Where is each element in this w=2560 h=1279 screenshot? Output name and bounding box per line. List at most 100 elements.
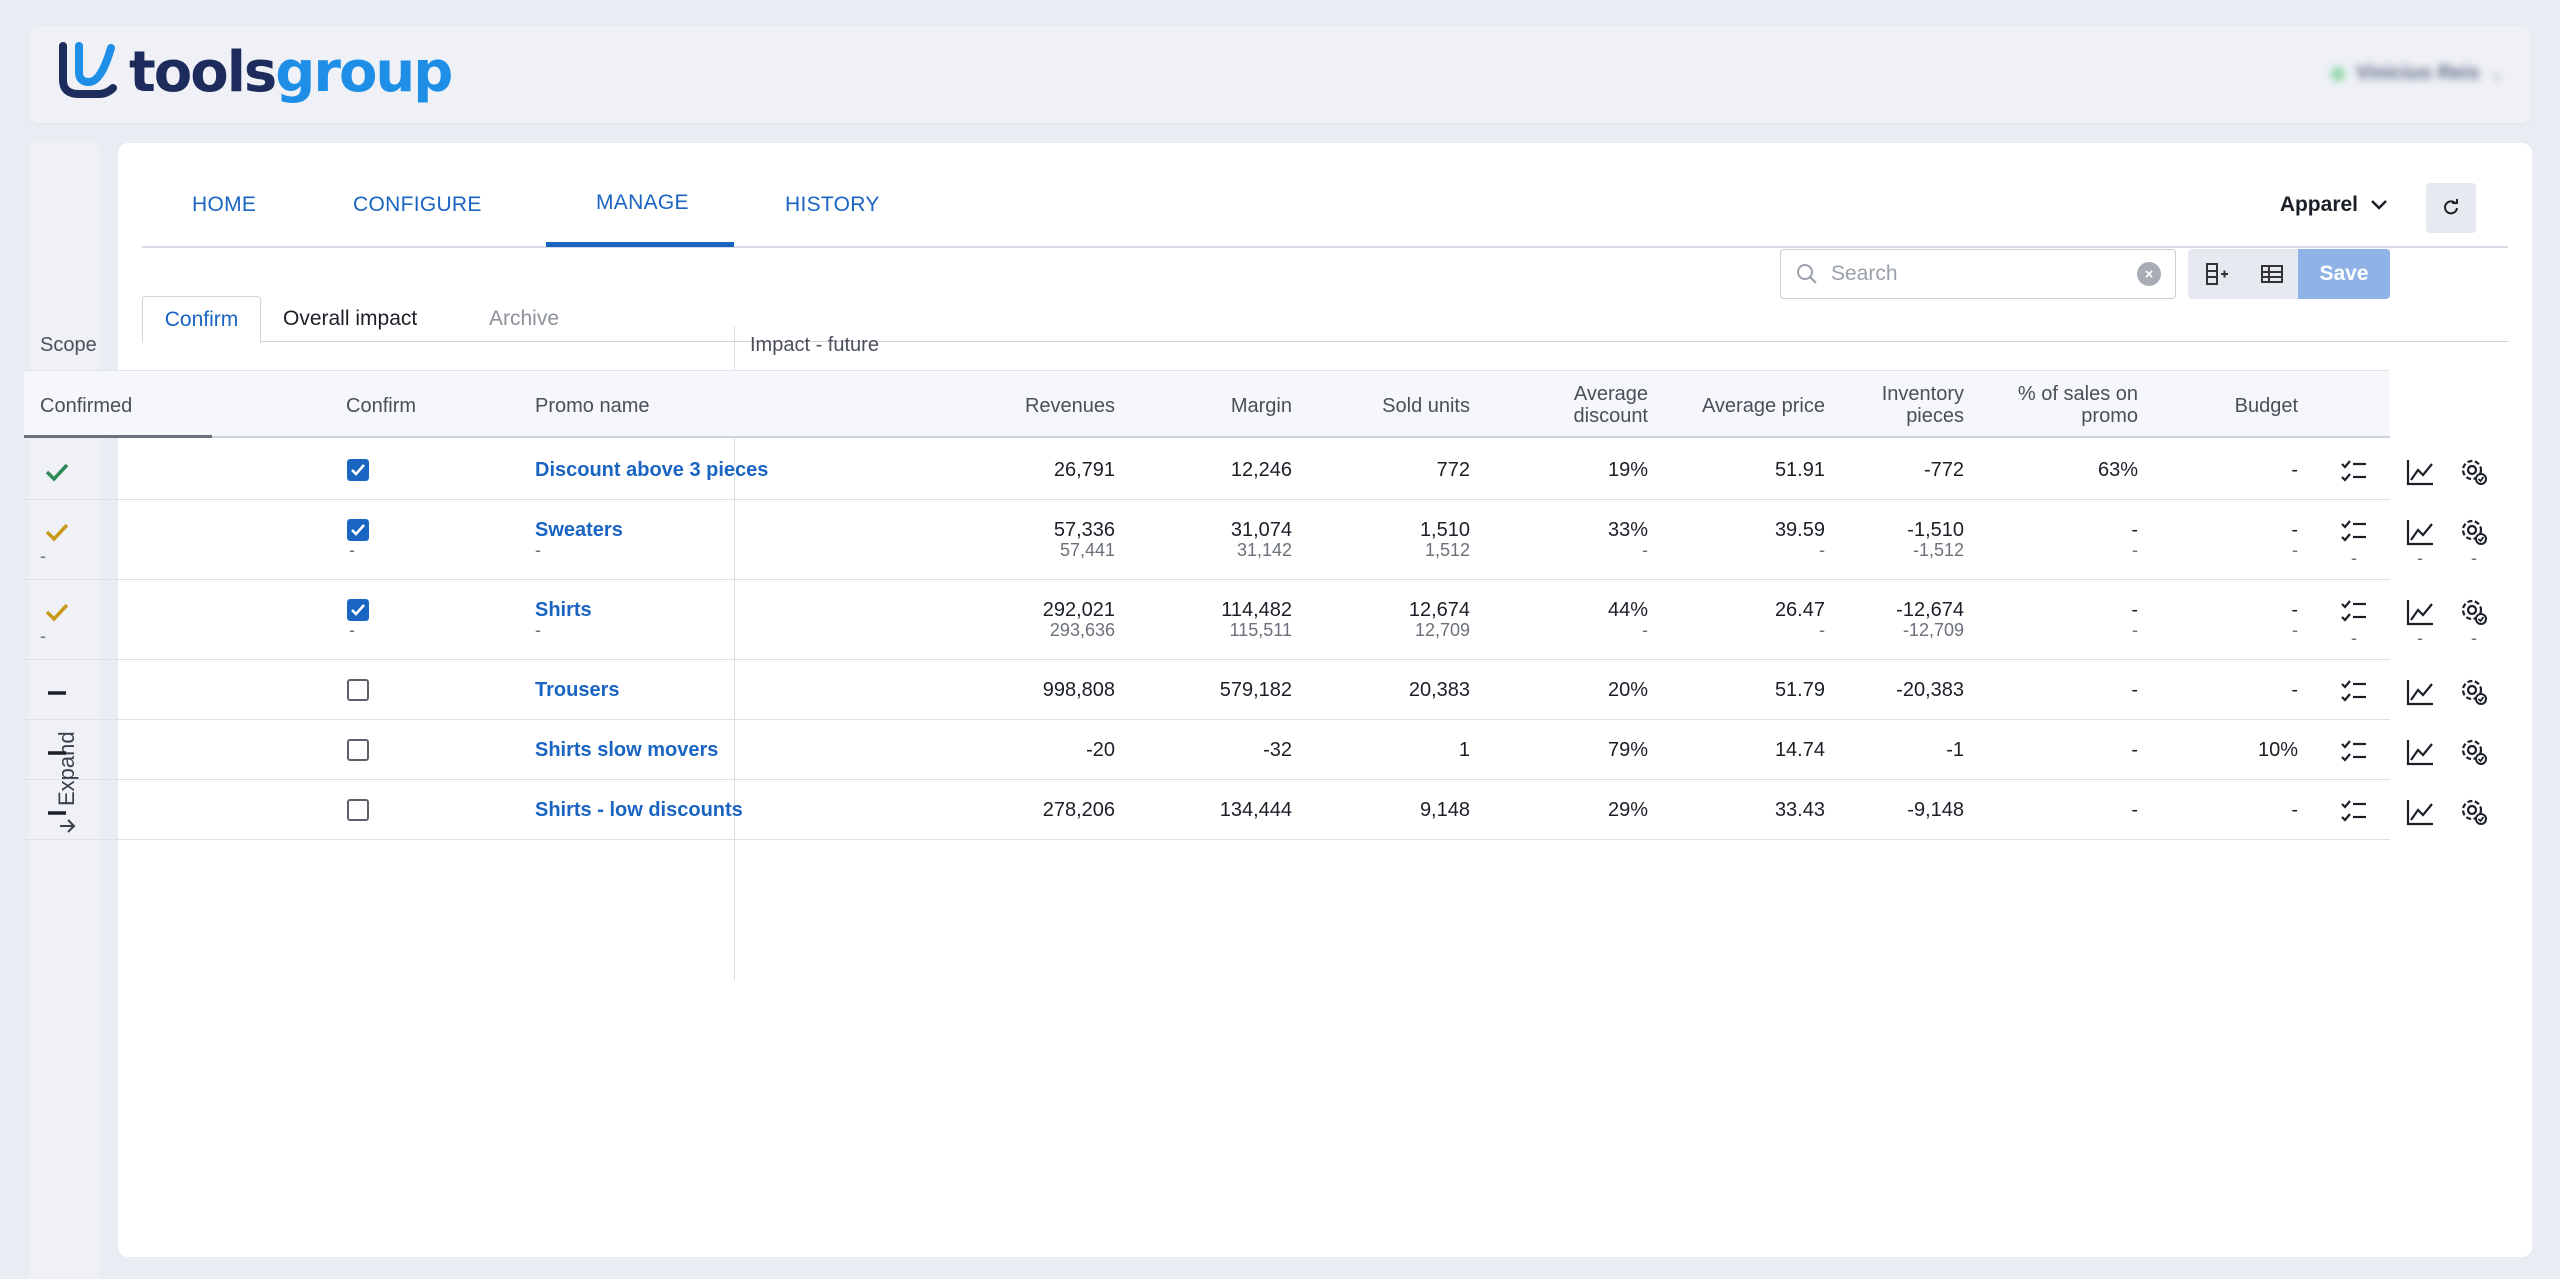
settings-gear-icon[interactable] — [2458, 796, 2490, 828]
user-name: Vinicius Reis — [2355, 62, 2480, 84]
nav-home[interactable]: HOME — [192, 193, 257, 216]
avg_disc-value: 44% — [1607, 599, 1648, 621]
tab-confirm[interactable]: Confirm — [142, 296, 261, 343]
nav-manage[interactable]: MANAGE — [596, 191, 689, 214]
confirmed-check-icon — [45, 463, 69, 482]
settings-gear-icon[interactable] — [2458, 596, 2490, 628]
inventory-value: -772 — [1923, 459, 1964, 481]
inventory-value: -12,674 — [1896, 599, 1964, 621]
col-inventory-pieces[interactable]: Inventory pieces — [1881, 383, 1964, 427]
col-confirm[interactable]: Confirm — [346, 395, 417, 417]
refresh-button[interactable] — [2426, 183, 2476, 233]
pct-value: - — [2131, 519, 2138, 541]
confirm-checkbox[interactable] — [347, 599, 369, 621]
arrow-right-icon — [60, 819, 76, 833]
cell-revenues: 292,021 293,636 — [1043, 599, 1115, 639]
line-chart-icon[interactable] — [2404, 596, 2436, 628]
cell-pct: - — [2131, 679, 2138, 701]
export-excel-icon[interactable] — [2259, 261, 2285, 287]
col-promo-name[interactable]: Promo name — [535, 395, 650, 417]
confirm-sub: - — [349, 540, 355, 560]
col-confirmed[interactable]: Confirmed — [40, 395, 133, 417]
action-sub: - — [2417, 548, 2423, 568]
cell-avg_price: 51.91 — [1775, 459, 1825, 481]
cell-sold: 12,674 12,709 — [1409, 599, 1470, 639]
line-chart-icon[interactable] — [2404, 456, 2436, 488]
confirm-checkbox[interactable] — [347, 739, 369, 761]
cell-avg_price: 33.43 — [1775, 799, 1825, 821]
dataset-selector[interactable]: Apparel — [2280, 193, 2388, 217]
pct-previous-value: - — [2132, 540, 2138, 560]
col-pct-sales-on-promo[interactable]: % of sales on promo — [2017, 383, 2138, 427]
cell-sold: 772 — [1437, 459, 1470, 481]
logo[interactable]: toolsgroup — [57, 42, 453, 104]
main-panel: HOME CONFIGURE MANAGE HISTORY Apparel Co… — [118, 143, 2532, 1257]
cell-avg_price: 39.59- — [1775, 519, 1825, 559]
line-chart-icon[interactable] — [2404, 516, 2436, 548]
sold-previous-value: 1,512 — [1424, 540, 1470, 560]
cell-avg_disc: 33% - — [1608, 519, 1648, 559]
cell-inventory: -772 — [1924, 459, 1964, 481]
promo-name-link[interactable]: Trousers — [535, 679, 620, 701]
checklist-icon[interactable] — [2338, 796, 2370, 828]
settings-gear-icon[interactable] — [2458, 456, 2490, 488]
promo-name-link[interactable]: Shirts slow movers — [535, 739, 719, 761]
nav-configure[interactable]: CONFIGURE — [353, 193, 482, 216]
col-revenues[interactable]: Revenues — [1024, 395, 1115, 417]
budget-previous-value: - — [2292, 540, 2298, 560]
confirm-checkbox[interactable] — [347, 519, 369, 541]
confirm-checkbox[interactable] — [347, 459, 369, 481]
line-chart-icon[interactable] — [2404, 676, 2436, 708]
toolbar-group — [2188, 249, 2300, 299]
cell-inventory: -9,148 — [1907, 799, 1964, 821]
avg_disc-previous-value: - — [1642, 620, 1648, 640]
pct-value: - — [2131, 679, 2138, 701]
add-column-icon[interactable] — [2203, 261, 2229, 287]
tab-overall-impact[interactable]: Overall impact — [283, 307, 418, 330]
settings-gear-icon[interactable] — [2458, 676, 2490, 708]
column-group-divider — [734, 326, 735, 980]
checklist-icon[interactable] — [2338, 596, 2370, 628]
tab-archive[interactable]: Archive — [489, 307, 560, 330]
promo-name-link[interactable]: Discount above 3 pieces — [535, 459, 769, 481]
col-margin[interactable]: Margin — [1230, 395, 1292, 417]
col-average-price[interactable]: Average price — [1701, 395, 1825, 417]
cell-margin: -32 — [1263, 739, 1292, 761]
avg_price-previous-value: - — [1819, 540, 1825, 560]
search-box[interactable]: Search × — [1780, 249, 2176, 299]
settings-gear-icon[interactable] — [2458, 736, 2490, 768]
col-sold-units[interactable]: Sold units — [1382, 395, 1470, 417]
table-row: Shirts slow movers -20 -32 1 79% 14.74 -1 - 10% — [24, 720, 2487, 780]
expand-sidebar-button[interactable]: Expand — [47, 720, 87, 836]
checklist-icon[interactable] — [2338, 736, 2370, 768]
checklist-icon[interactable] — [2338, 676, 2370, 708]
line-chart-icon[interactable] — [2404, 796, 2436, 828]
confirm-checkbox[interactable] — [347, 679, 369, 701]
confirm-checkbox[interactable] — [347, 799, 369, 821]
col-average-discount[interactable]: Average discount — [1573, 383, 1649, 427]
clear-search-icon[interactable]: × — [2137, 262, 2161, 286]
promo-name-link[interactable]: Sweaters — [535, 519, 623, 541]
action-sub: - — [2417, 628, 2423, 648]
inventory-value: -20,383 — [1896, 679, 1964, 701]
settings-gear-icon[interactable] — [2458, 516, 2490, 548]
save-button[interactable]: Save — [2298, 249, 2390, 299]
dataset-label: Apparel — [2279, 193, 2358, 216]
promo-name-link[interactable]: Shirts — [535, 599, 592, 621]
revenues-value: 26,791 — [1053, 459, 1115, 481]
checklist-icon[interactable] — [2338, 516, 2370, 548]
user-menu[interactable]: Vinicius Reis ⌄ — [2331, 62, 2503, 85]
promo-name-link[interactable]: Shirts - low discounts — [535, 799, 743, 821]
cell-pct: -- — [2131, 519, 2138, 559]
nav-history[interactable]: HISTORY — [785, 193, 880, 216]
cell-inventory: -20,383 — [1896, 679, 1964, 701]
line-chart-icon[interactable] — [2404, 736, 2436, 768]
budget-previous-value: - — [2292, 620, 2298, 640]
search-input[interactable]: Search — [1831, 262, 1898, 285]
checklist-icon[interactable] — [2338, 456, 2370, 488]
sold-value: 20,383 — [1408, 679, 1470, 701]
col-budget[interactable]: Budget — [2234, 395, 2298, 417]
sort-indicator — [24, 435, 212, 438]
avg_price-value: 39.59 — [1774, 519, 1825, 541]
cell-budget: - — [2291, 679, 2298, 701]
